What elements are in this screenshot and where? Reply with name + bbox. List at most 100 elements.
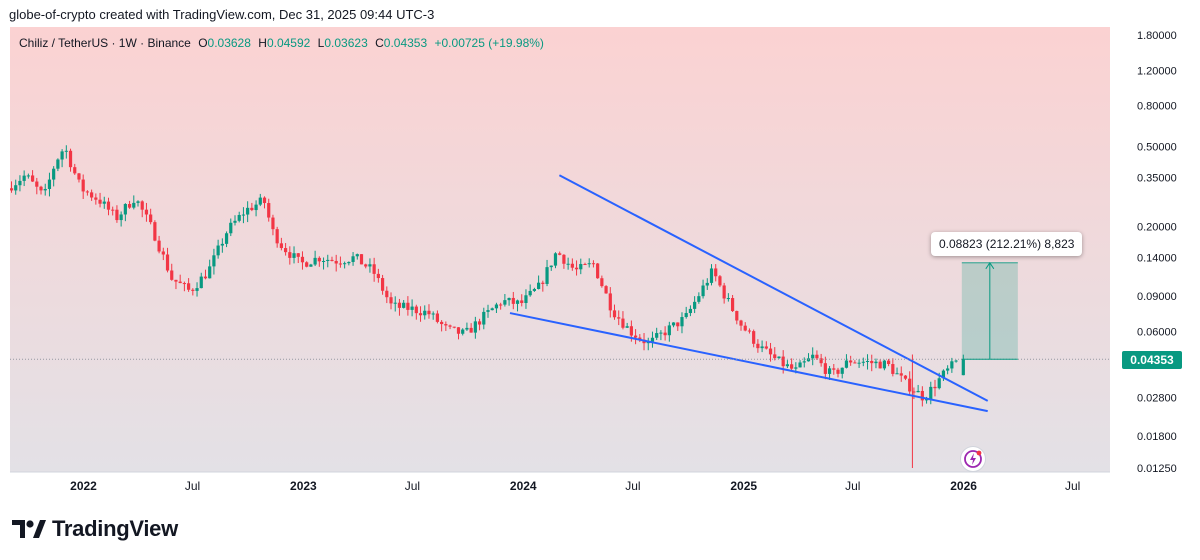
chart-frame[interactable]: 1.80000 1.20000 0.80000 0.50000 0.35000 0.200… xyxy=(10,27,1190,498)
candle-down xyxy=(406,302,410,310)
price-tick-label: 0.35000 xyxy=(1137,173,1177,185)
price-axis-background xyxy=(1110,27,1190,472)
trendlines-layer xyxy=(10,174,1110,413)
candle-up xyxy=(840,367,844,374)
candle-down xyxy=(768,348,773,355)
candle-down xyxy=(891,364,895,374)
candle-down xyxy=(376,273,380,279)
candle-down xyxy=(887,360,891,365)
candle-down xyxy=(288,252,292,258)
candle-down xyxy=(583,264,587,266)
candle-down xyxy=(629,326,633,336)
candle-down xyxy=(722,285,726,299)
candle-down xyxy=(815,354,819,359)
price-tick-label: 1.80000 xyxy=(1137,30,1177,42)
candle-down xyxy=(511,297,515,304)
candle-down xyxy=(106,201,111,210)
candle-up xyxy=(292,253,296,258)
candle-up xyxy=(857,362,861,364)
price-chart[interactable]: 1.80000 1.20000 0.80000 0.50000 0.35000 0.200… xyxy=(10,27,1190,498)
candle-up xyxy=(924,399,929,401)
candle-up xyxy=(503,300,507,305)
candle-up xyxy=(195,288,199,291)
candle-up xyxy=(321,260,326,262)
candle-up xyxy=(709,268,714,283)
candle-down xyxy=(878,361,882,369)
candle-down xyxy=(330,259,334,261)
measure-label[interactable]: 0.08823 (212.21%) 8,823 xyxy=(931,232,1083,256)
candle-down xyxy=(469,327,473,333)
change-value: +0.00725 (+19.98%) xyxy=(434,36,544,50)
candle-up xyxy=(224,233,229,244)
candle-up xyxy=(785,364,790,367)
candle-up xyxy=(688,308,693,314)
candle-up xyxy=(208,266,212,279)
close-value: 0.04353 xyxy=(383,36,428,50)
lightning-event-icon[interactable] xyxy=(960,446,986,472)
time-axis: 2022 Jul 2023 Jul 2024 Jul 2025 Jul 2026 Jul xyxy=(70,479,1080,493)
candle-down xyxy=(35,181,39,187)
candle-down xyxy=(456,327,461,334)
candle-up xyxy=(726,298,730,300)
candle-down xyxy=(250,207,254,211)
price-tick-label: 0.20000 xyxy=(1137,221,1177,233)
candle-down xyxy=(68,150,73,168)
candle-up xyxy=(494,304,499,309)
candle-down xyxy=(819,358,823,364)
candle-down xyxy=(735,311,739,321)
candle-up xyxy=(431,313,435,315)
candle-up xyxy=(680,317,684,327)
candle-down xyxy=(170,270,174,280)
candle-up xyxy=(861,361,865,363)
candle-up xyxy=(254,204,258,211)
symbol-label: Chiliz / TetherUS · 1W · Binance xyxy=(19,36,191,50)
trendline-lower xyxy=(509,312,988,413)
candle-down xyxy=(477,321,482,325)
open-value: 0.03628 xyxy=(207,36,251,50)
candle-down xyxy=(823,363,827,374)
candle-up xyxy=(199,276,203,289)
candle-down xyxy=(275,229,279,244)
candle-down xyxy=(499,304,503,306)
candle-up xyxy=(212,255,216,267)
candle-down xyxy=(541,282,545,284)
candle-down xyxy=(933,386,937,389)
time-tick-label: 2024 xyxy=(510,479,537,493)
candle-up xyxy=(465,327,469,330)
candle-up xyxy=(326,259,330,261)
candle-down xyxy=(764,346,768,349)
candle-up xyxy=(798,362,802,368)
price-tick-label: 0.02800 xyxy=(1137,393,1177,405)
measure-layer xyxy=(961,261,1018,360)
candle-up xyxy=(950,361,954,369)
candle-up xyxy=(515,300,520,304)
candle-up xyxy=(705,282,709,286)
time-tick-label: 2026 xyxy=(950,479,977,493)
candle-down xyxy=(920,390,924,401)
time-tick-label: 2025 xyxy=(730,479,757,493)
candle-up xyxy=(241,214,246,216)
candle-up xyxy=(237,214,241,221)
candle-up xyxy=(14,185,18,191)
candle-down xyxy=(182,283,186,285)
candle-down xyxy=(397,302,402,308)
candle-down xyxy=(94,197,98,200)
candle-up xyxy=(671,322,676,326)
candle-up xyxy=(806,358,811,362)
candle-down xyxy=(853,362,857,364)
candle-down xyxy=(600,278,604,287)
candle-down xyxy=(638,337,642,340)
open-label: O xyxy=(198,36,208,50)
tradingview-logo[interactable]: TradingView xyxy=(12,516,178,542)
candle-up xyxy=(760,346,764,349)
price-tick-label: 0.80000 xyxy=(1137,101,1177,113)
candle-up xyxy=(18,180,22,186)
candle-down xyxy=(773,354,777,359)
candle-down xyxy=(520,300,524,303)
candle-down xyxy=(739,320,743,326)
candle-down xyxy=(899,373,903,376)
price-tick-label: 0.06000 xyxy=(1137,326,1177,338)
candle-down xyxy=(440,321,444,325)
candle-up xyxy=(410,306,414,310)
measure-arrow-head xyxy=(985,261,995,270)
